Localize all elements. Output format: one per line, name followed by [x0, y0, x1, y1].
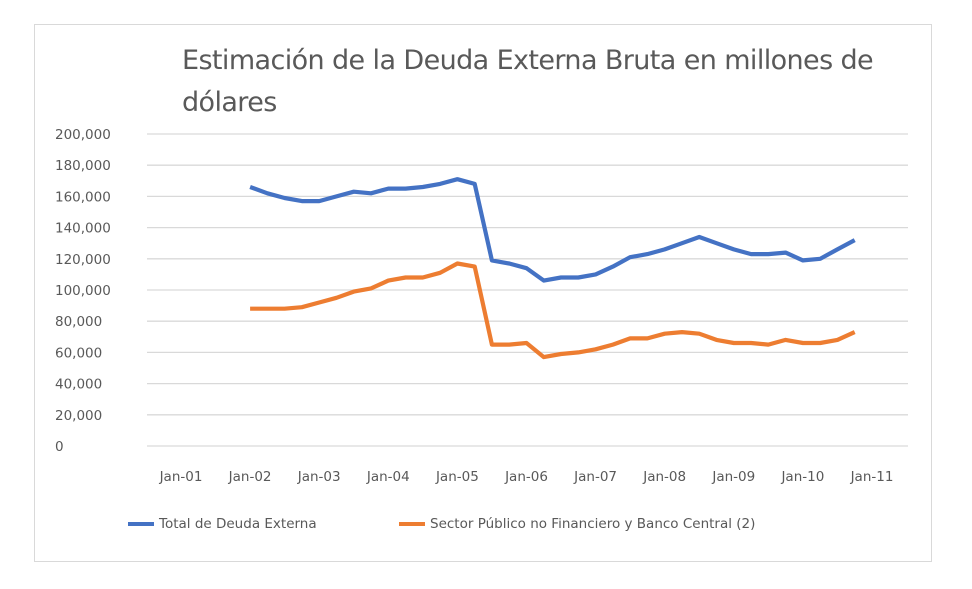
x-tick-label: Jan-05: [435, 469, 479, 485]
x-tick-label: Jan-04: [366, 469, 410, 485]
x-tick-label: Jan-02: [228, 469, 272, 485]
series-lines: [249, 177, 856, 360]
x-tick-label: Jan-08: [642, 469, 686, 485]
legend-swatch-blue-icon: [128, 522, 154, 526]
chart-frame: [34, 24, 932, 562]
x-tick-label: Jan-06: [504, 469, 548, 485]
series-line-total-deuda-externa: [249, 177, 856, 283]
y-tick-label: 160,000: [55, 189, 111, 205]
y-tick-label: 80,000: [55, 314, 102, 330]
x-tick-label: Jan-03: [297, 469, 341, 485]
series-line-sector-publico: [250, 261, 856, 360]
legend-item-sector-publico: Sector Público no Financiero y Banco Cen…: [399, 513, 755, 535]
y-tick-label: 20,000: [55, 408, 102, 424]
x-tick-label: Jan-01: [159, 469, 203, 485]
y-tick-label: 120,000: [55, 252, 111, 268]
gridlines: [147, 133, 908, 447]
x-tick-label: Jan-11: [850, 469, 894, 485]
y-tick-label: 100,000: [55, 283, 111, 299]
x-tick-label: Jan-09: [711, 469, 755, 485]
chart-title: Estimación de la Deuda Externa Bruta en …: [182, 45, 874, 118]
y-tick-label: 0: [55, 439, 64, 455]
y-tick-label: 60,000: [55, 345, 102, 361]
y-tick-label: 180,000: [55, 158, 111, 174]
x-tick-label: Jan-10: [780, 469, 824, 485]
legend-item-total: Total de Deuda Externa: [128, 513, 317, 535]
legend-label-total: Total de Deuda Externa: [159, 516, 317, 532]
legend-swatch-orange-icon: [399, 522, 425, 526]
x-tick-label: Jan-07: [573, 469, 617, 485]
y-tick-label: 140,000: [55, 221, 111, 237]
x-axis-ticks: Jan-01 Jan-02 Jan-03 Jan-04 Jan-05 Jan-06 Jan-…: [159, 469, 894, 485]
y-tick-label: 40,000: [55, 377, 102, 393]
legend-label-sector-publico: Sector Público no Financiero y Banco Cen…: [430, 516, 756, 532]
y-axis-ticks: 0 20,000 40,000 60,000 80,000 100,000 120,000 1…: [55, 127, 111, 455]
y-tick-label: 200,000: [55, 127, 111, 143]
